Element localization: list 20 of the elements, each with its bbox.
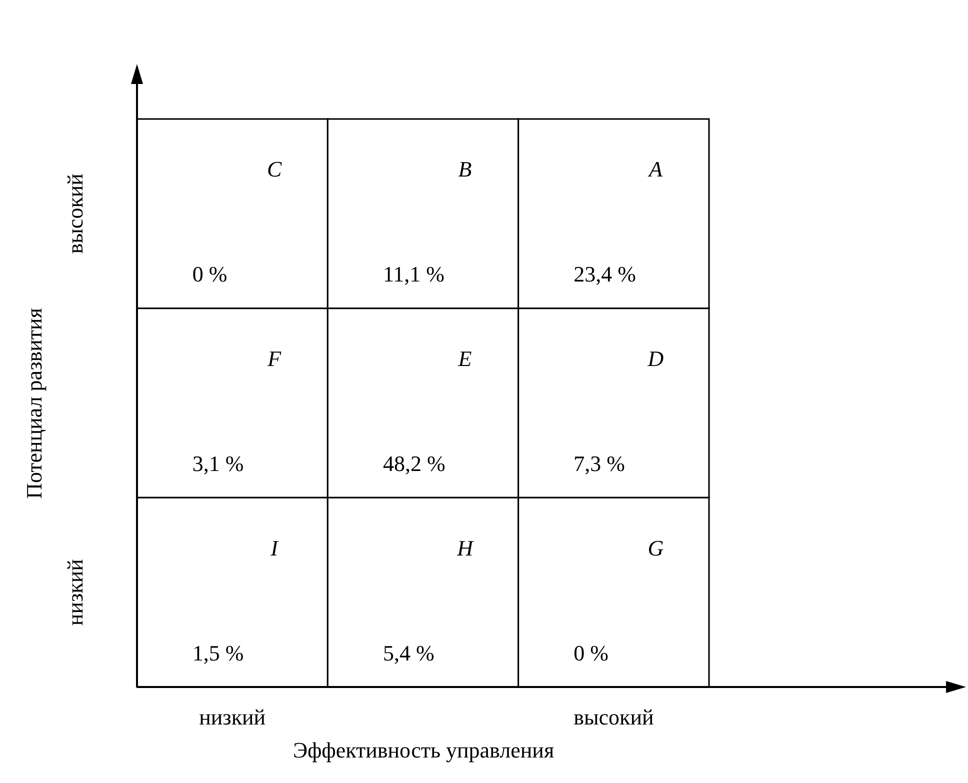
- annotation: F: [266, 346, 282, 371]
- annotation: D: [646, 346, 664, 371]
- annotation: H: [456, 535, 474, 560]
- data-label: 1,5 %: [192, 640, 244, 666]
- data-label: 11,1 %: [383, 262, 445, 287]
- y-axis-title: Потенциал развития: [22, 308, 46, 499]
- data-label: 23,4 %: [574, 262, 636, 287]
- data-label: 0 %: [192, 262, 228, 287]
- annotation: G: [648, 535, 664, 560]
- data-label: 3,1 %: [192, 451, 244, 476]
- annotation: I: [270, 535, 280, 560]
- annotation: E: [457, 346, 472, 371]
- data-label: 48,2 %: [383, 451, 446, 476]
- annotation: B: [458, 156, 472, 182]
- data-label: 5,4 %: [383, 640, 434, 666]
- x-axis-title: Эффективность управления: [292, 738, 554, 762]
- annotation: C: [266, 156, 282, 182]
- data-label: 7,3 %: [574, 451, 625, 476]
- data-label: 0 %: [574, 640, 608, 666]
- annotation: A: [646, 156, 663, 182]
